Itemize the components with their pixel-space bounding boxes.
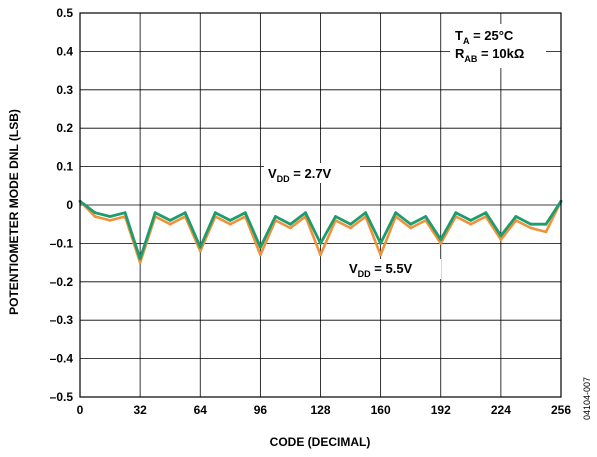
annotation-bg-vdd55 [345,259,441,279]
annotation-rab-var: R [455,46,465,61]
annotation-vdd-2v7-val: = 2.7V [290,166,332,181]
data-point [123,211,127,215]
figure-id: 04104-007 [582,377,592,420]
x-tick-label: 32 [133,403,147,417]
x-tick-label: 96 [254,403,268,417]
data-point [228,219,232,222]
data-point [334,215,337,218]
data-point [454,211,458,215]
data-point [183,211,187,215]
data-point [544,222,548,226]
annotation-vdd-2v7: VDD = 2.7V [268,166,332,184]
annotation-rab-sub: AB [464,54,477,64]
data-point [274,215,277,218]
data-point [379,253,382,257]
plot-frame [79,12,562,398]
data-point [529,222,533,226]
x-tick-label: 160 [371,403,391,417]
data-point [198,249,202,253]
data-point [514,219,518,222]
series-group [78,199,563,264]
y-tick-label: 0.2 [56,121,73,135]
annotation-ta: TA = 25°C [455,28,514,46]
data-point [439,242,443,245]
data-point [168,219,172,222]
x-tick-label: 0 [77,403,84,417]
data-point [304,211,307,215]
data-point [243,211,247,215]
x-tick-label: 224 [491,403,511,417]
data-point [394,211,398,215]
data-point [349,226,352,230]
data-point [499,238,503,242]
data-point [499,234,503,238]
y-tick-label: –0.2 [50,275,74,289]
data-point [213,211,217,215]
data-point [319,253,322,257]
data-point [138,261,142,264]
y-axis-label: POTENTIOMETER MODE DNL (LSB) [7,109,21,315]
x-tick-label: 256 [551,403,571,417]
data-point [289,222,292,226]
x-tick-label: 128 [310,403,330,417]
annotation-vdd-5v5: VDD = 5.5V [349,261,413,279]
y-tick-label: –0.4 [50,352,74,366]
data-point [93,215,97,218]
data-point [138,257,142,261]
data-point [228,222,232,226]
annotation-ta-var: T [455,28,463,43]
annotation-vdd-2v7-var: V [268,166,277,181]
annotation-rab: RAB = 10kΩ [455,46,524,64]
annotation-vdd-2v7-sub: DD [277,174,290,184]
data-point [349,222,352,226]
data-point [544,230,548,234]
y-tick-label: 0.4 [56,44,73,58]
data-point [153,211,157,215]
data-point [259,253,262,257]
y-tick-label: –0.1 [50,236,74,250]
y-tick-label: 0 [66,198,73,212]
tick-labels: 0 32 64 96 128 160 192 224 2560.50.40.30.20.10–0… [50,6,572,417]
data-point [93,211,97,215]
x-tick-label: 192 [431,403,451,417]
data-point [108,215,112,218]
annotation-vdd-5v5-val: = 5.5V [371,261,413,276]
data-point [409,226,413,230]
data-point [409,222,413,226]
data-point [514,215,518,218]
data-point [469,219,473,222]
y-tick-label: 0.1 [56,160,73,174]
annotation-ta-sub: A [463,36,470,46]
x-tick-label: 64 [194,403,208,417]
grid-lines [80,13,561,397]
y-tick-label: –0.5 [50,390,74,404]
data-point [289,226,292,230]
data-point [168,222,172,226]
annotation-rab-val: = 10kΩ [477,46,524,61]
y-tick-label: –0.3 [50,313,74,327]
annotation-vdd-5v5-var: V [349,261,358,276]
annotation-vdd-5v5-sub: DD [358,269,371,279]
y-tick-label: 0.5 [56,6,73,20]
data-point [364,211,367,215]
annotation-bg-conditions [450,24,546,68]
data-point [198,245,202,249]
data-point [379,242,382,245]
annotation-bg-vdd27 [264,163,360,183]
annotation-ta-val: = 25°C [469,28,513,43]
data-point [484,211,488,215]
x-axis-label: CODE (DECIMAL) [270,435,371,449]
data-point [108,219,112,222]
data-point [259,245,262,249]
data-point [424,215,428,218]
data-point [319,242,322,245]
data-point [529,226,533,230]
data-point [439,238,443,242]
y-tick-label: 0.3 [56,83,73,97]
data-point [469,222,473,226]
